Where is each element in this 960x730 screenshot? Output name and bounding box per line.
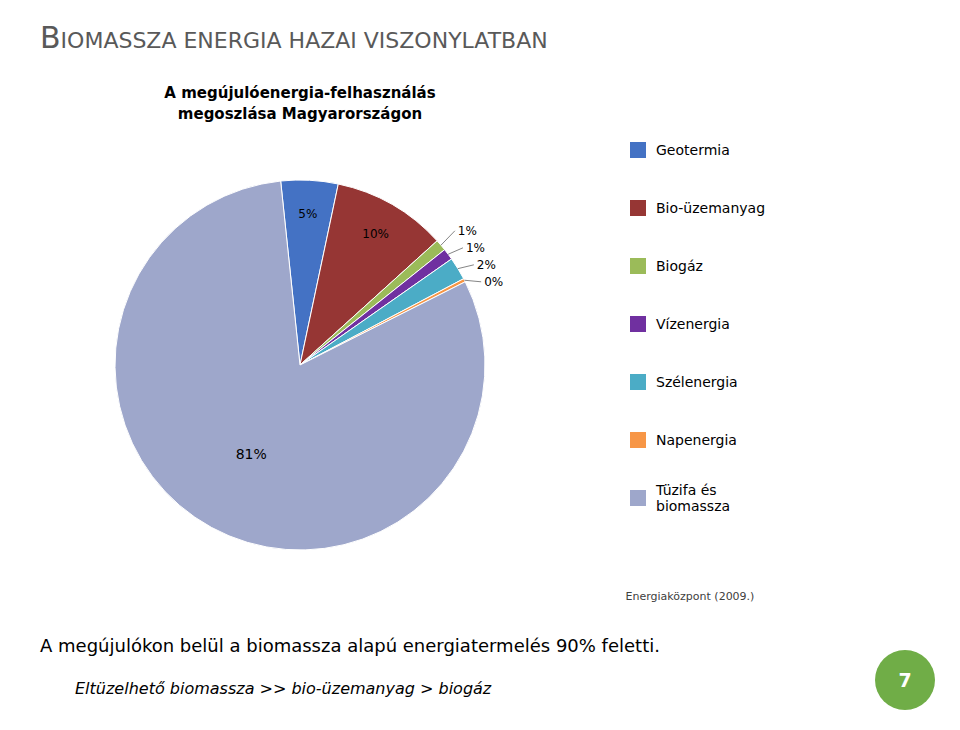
legend-swatch — [630, 258, 646, 274]
legend-label: Tüzifa ésbiomassza — [655, 482, 730, 515]
chart-svg: BIOMASSZA ENERGIA HAZAI VISZONYLATBAN A m… — [0, 0, 960, 730]
pie: 5% 10% 1% 1% 2% 0% 81% — [115, 180, 503, 550]
legend-swatch — [630, 316, 646, 332]
data-label: 10% — [362, 227, 389, 241]
legend-item: Napenergia — [630, 432, 737, 448]
legend-label: Szélenergia — [656, 374, 738, 390]
legend-item: Szélenergia — [630, 374, 738, 390]
legend-label: Bio-üzemanyag — [656, 200, 765, 216]
leader-line — [448, 248, 463, 254]
legend-item: Vízenergia — [630, 316, 730, 332]
legend-swatch — [630, 490, 646, 506]
legend-label: Napenergia — [656, 432, 737, 448]
note: A megújulókon belül a biomassza alapú en… — [40, 635, 660, 656]
data-label: 1% — [466, 241, 485, 255]
data-label: 2% — [477, 258, 496, 272]
source: Energiaközpont (2009.) — [626, 590, 755, 603]
leader-line — [458, 265, 474, 269]
legend: Geotermia Bio-üzemanyag Biogáz Vízenergia Sz… — [630, 142, 765, 514]
data-label: 5% — [298, 207, 317, 221]
page-badge — [875, 650, 935, 710]
chart-title: A megújulóenergia-felhasználásmegoszlása… — [164, 84, 435, 123]
legend-label: Vízenergia — [656, 316, 730, 332]
legend-swatch — [630, 374, 646, 390]
legend-swatch — [630, 200, 646, 216]
legend-item: Bio-üzemanyag — [630, 200, 765, 216]
legend-label: Geotermia — [656, 142, 730, 158]
legend-swatch — [630, 142, 646, 158]
legend-item: Tüzifa ésbiomassza — [630, 482, 730, 515]
page-number: 7 — [898, 669, 911, 691]
legend-item: Biogáz — [630, 258, 703, 274]
page-title: BIOMASSZA ENERGIA HAZAI VISZONYLATBAN — [40, 20, 548, 55]
leader-line — [464, 280, 481, 282]
leader-line — [441, 231, 455, 245]
legend-swatch — [630, 432, 646, 448]
data-label: 1% — [458, 224, 477, 238]
data-label: 81% — [236, 446, 267, 462]
pie-slice — [115, 181, 485, 550]
note: Eltüzelhető biomassza >> bio-üzemanyag >… — [75, 679, 492, 698]
data-label: 0% — [484, 275, 503, 289]
legend-item: Geotermia — [630, 142, 730, 158]
legend-label: Biogáz — [656, 258, 703, 274]
